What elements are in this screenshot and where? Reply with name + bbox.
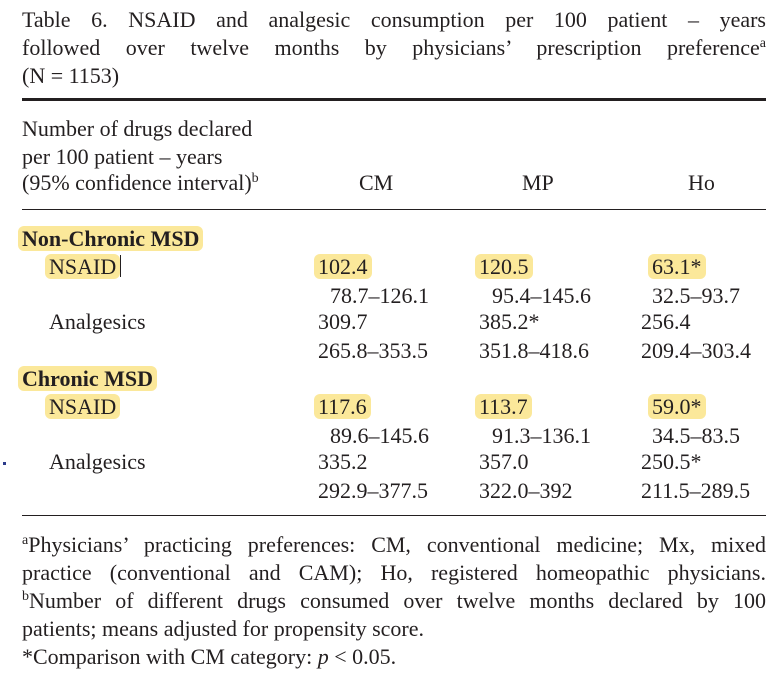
stub-header-line-3-text: (95% confidence interval) [22,170,252,195]
header-rule [22,209,766,210]
text-cursor [120,255,122,277]
value-text: 113.7 [475,394,532,419]
footnote-star: *Comparison with CM category: p < 0.05. [22,643,766,671]
value-text: 117.6 [314,394,371,419]
value-cell: 335.2 [318,449,368,474]
top-rule [22,98,766,101]
ci-cell: 32.5–93.7 [652,283,740,308]
footnote-b-text-1: Number of different drugs consumed over … [29,588,766,613]
stub-footnote-mark: b [251,171,259,186]
ci-cell: 292.9–377.5 [318,478,428,503]
group-title-chronic: Chronic MSD [18,365,157,393]
ci-cell: 95.4–145.6 [492,283,591,308]
value-cell: 357.0 [479,449,529,474]
ci-cell: 322.0–392 [479,478,573,503]
ci-cell: 91.3–136.1 [492,423,591,448]
column-header-ho: Ho [688,170,715,195]
value-cell: 120.5 [475,253,533,281]
value-cell: 113.7 [475,393,532,421]
column-header-mp: MP [522,170,554,195]
row-label-nsaid: NSAID [45,393,121,421]
value-cell: 385.2* [479,309,540,334]
value-cell: 309.7 [318,309,368,334]
ci-cell: 265.8–353.5 [318,338,428,363]
stub-header-line-1: Number of drugs declared [22,116,253,141]
footnote-a-text-1: Physicians’ practicing preferences: CM, … [28,532,766,557]
row-label-analgesics: Analgesics [49,449,146,474]
row-label-nsaid-text: NSAID [45,394,121,419]
caption-line-2: followed over twelve months by physician… [22,34,766,62]
ci-cell: 211.5–289.5 [641,478,751,503]
group-title-chronic-label: Chronic MSD [18,366,157,391]
footnote-b-line-2: patients; means adjusted for propensity … [22,616,425,641]
ci-cell: 351.8–418.6 [479,338,589,363]
value-text: 102.4 [314,254,372,279]
column-header-cm: CM [359,170,394,195]
value-text: 120.5 [475,254,533,279]
caption-line-2-text: followed over twelve months by physician… [22,35,760,60]
footnote-a-mark: a [22,533,29,548]
footnote-star-p: p [317,644,329,669]
footnote-star-prefix: *Comparison with CM category: [22,644,318,669]
stub-header-line-3: (95% confidence interval)b [22,169,259,197]
value-cell: 102.4 [314,253,372,281]
ci-cell: 209.4–303.4 [641,338,751,363]
stray-mark [3,462,6,465]
value-text: 63.1* [648,254,706,279]
stub-header-line-2: per 100 patient – years [22,144,223,169]
ci-cell: 34.5–83.5 [652,423,740,448]
value-cell: 59.0* [648,393,706,421]
group-title-non-chronic: Non-Chronic MSD [18,225,204,253]
row-label-analgesics: Analgesics [49,309,146,334]
ci-cell: 78.7–126.1 [330,283,429,308]
ci-cell: 89.6–145.6 [330,423,429,448]
caption-line-1: Table 6. NSAID and analgesic consumption… [22,7,766,32]
value-cell: 250.5* [641,449,702,474]
group-title-non-chronic-label: Non-Chronic MSD [18,226,204,251]
caption-line-3: (N = 1153) [22,63,120,88]
table-caption: Table 6. NSAID and analgesic consumption… [22,6,766,90]
footnote-b-mark: b [22,589,29,604]
footnote-a-line-2: practice (conventional and CAM); Ho, reg… [22,560,766,585]
row-label-nsaid-text: NSAID [45,254,121,279]
value-text: 59.0* [648,394,706,419]
value-cell: 117.6 [314,393,371,421]
bottom-rule [22,515,766,516]
footnote-a-line-1: aPhysicians’ practicing preferences: CM,… [22,531,766,559]
caption-footnote-mark: a [759,36,766,51]
footnote-star-suffix: < 0.05. [328,644,397,669]
footnote-b-line-1: bNumber of different drugs consumed over… [22,587,766,615]
value-cell: 256.4 [641,309,691,334]
row-label-nsaid: NSAID [45,253,122,281]
value-cell: 63.1* [648,253,706,281]
footnotes: aPhysicians’ practicing preferences: CM,… [22,531,766,671]
